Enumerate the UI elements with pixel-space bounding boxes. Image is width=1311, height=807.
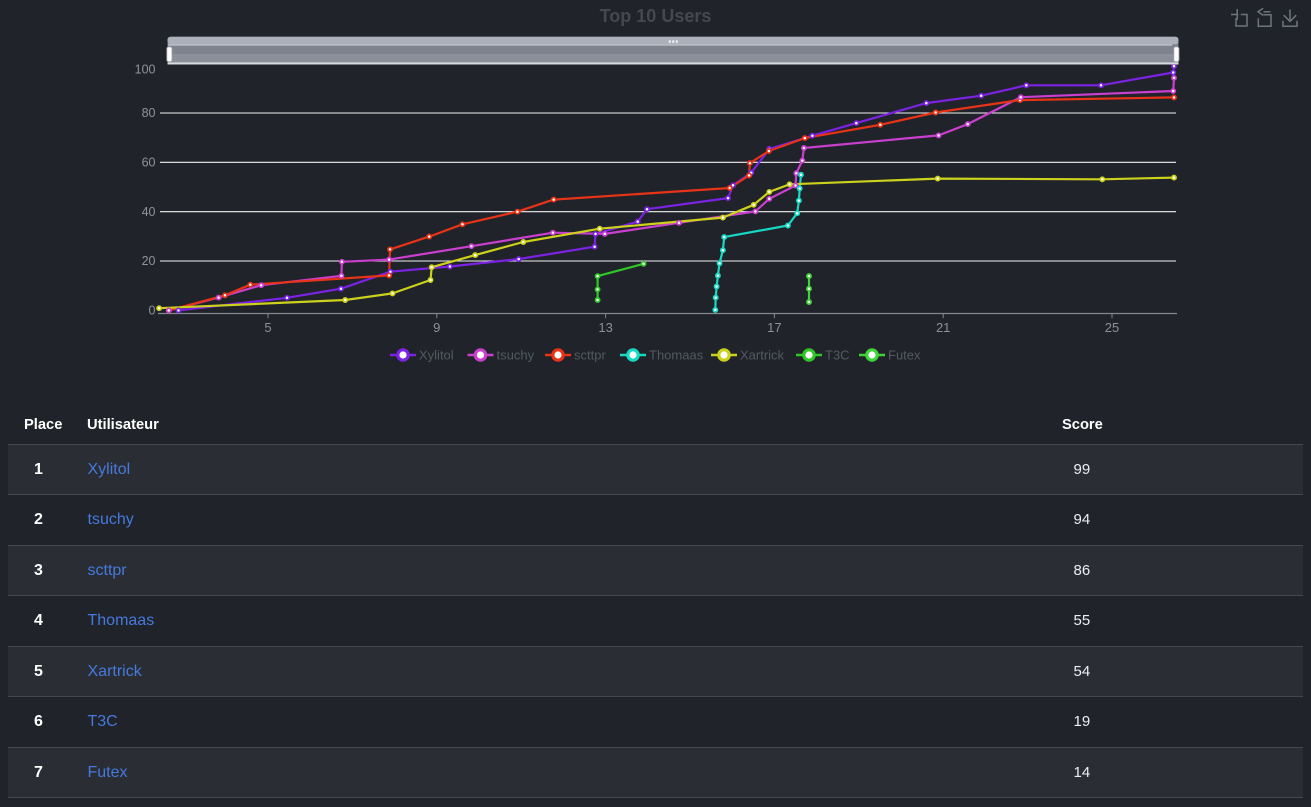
svg-text:Thomaas: Thomaas [649,348,704,363]
svg-text:25: 25 [1105,320,1119,335]
svg-text:20: 20 [142,254,156,268]
svg-text:Xylitol: Xylitol [419,348,454,363]
svg-text:100: 100 [135,62,156,76]
svg-text:21: 21 [936,320,950,335]
svg-text:9: 9 [433,320,440,335]
svg-text:5: 5 [264,320,271,335]
svg-text:40: 40 [142,205,156,219]
svg-text:13: 13 [598,320,612,335]
svg-text:0: 0 [149,304,156,318]
svg-text:tsuchy: tsuchy [497,348,535,363]
svg-text:Xartrick: Xartrick [740,348,785,363]
svg-text:17: 17 [767,320,781,335]
svg-text:T3C: T3C [825,348,850,363]
svg-text:60: 60 [142,156,156,170]
svg-text:scttpr: scttpr [574,348,606,363]
svg-text:Futex: Futex [888,348,921,363]
svg-text:80: 80 [142,106,156,120]
